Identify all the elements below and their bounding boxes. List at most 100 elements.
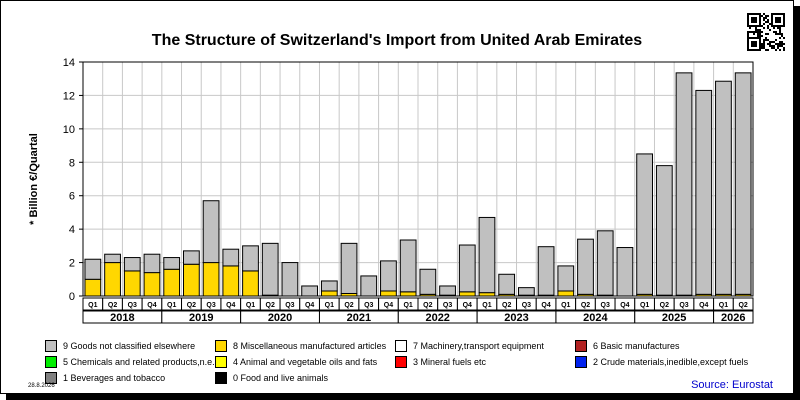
x-tick-label: Q4 xyxy=(147,302,156,309)
bar-segment xyxy=(419,268,437,295)
legend-label: 3 Mineral fuels etc xyxy=(413,357,487,367)
year-label: 2026 xyxy=(721,312,745,324)
y-tick-label: 4 xyxy=(69,224,75,236)
year-label: 2022 xyxy=(425,312,449,324)
x-tick-label: Q2 xyxy=(660,302,669,309)
bar-segment xyxy=(478,216,496,294)
bar-segment xyxy=(163,268,181,297)
bar-segment xyxy=(537,246,555,296)
bar-segment xyxy=(675,72,693,296)
bar-segment xyxy=(104,262,121,297)
bar-segment xyxy=(636,153,653,295)
chart-frame: The Structure of Switzerland's Import fr… xyxy=(0,0,794,394)
qr-code-icon xyxy=(747,13,785,51)
bar-segment xyxy=(163,257,181,270)
legend-label: 6 Basic manufactures xyxy=(593,341,680,351)
x-tick-label: Q4 xyxy=(699,302,708,309)
x-tick-label: Q3 xyxy=(679,302,688,309)
y-tick-label: 12 xyxy=(63,90,75,102)
year-cell xyxy=(713,310,754,324)
bar-segment xyxy=(380,290,397,297)
bar-segment xyxy=(715,80,732,295)
x-tick-label: Q2 xyxy=(502,302,511,309)
bar-segment xyxy=(399,239,417,293)
x-tick-label: Q3 xyxy=(206,302,215,309)
x-tick-label: Q2 xyxy=(187,302,196,309)
legend: 9 Goods not classified elsewhere 8 Miscel… xyxy=(45,339,765,385)
legend-label: 5 Chemicals and related products,n.e.s. xyxy=(63,357,222,367)
bar-segment xyxy=(320,280,338,292)
bar-segment xyxy=(458,291,476,297)
legend-swatch xyxy=(215,356,227,368)
bar-segment xyxy=(202,262,220,297)
legend-label: 9 Goods not classified elsewhere xyxy=(63,341,196,351)
x-tick-label: Q1 xyxy=(640,302,649,309)
x-tick-label: Q3 xyxy=(443,302,452,309)
bar-segment xyxy=(557,290,575,297)
bar-segment xyxy=(242,270,259,297)
legend-swatch xyxy=(45,372,57,384)
bar-segment xyxy=(320,290,338,297)
bar-segment xyxy=(596,230,614,296)
legend-label: 1 Beverages and tobacco xyxy=(63,373,166,383)
date-stamp: 28.8.2026 xyxy=(28,383,55,389)
legend-item: 6 Basic manufactures xyxy=(575,339,680,353)
bar-segment xyxy=(458,244,476,293)
bar-segment xyxy=(695,89,713,295)
x-tick-label: Q3 xyxy=(364,302,373,309)
bar-segment xyxy=(202,200,220,264)
legend-label: 2 Crude materials,inedible,except fuels xyxy=(593,357,749,367)
bar-segment xyxy=(143,272,161,297)
y-tick-label: 14 xyxy=(63,57,75,69)
legend-swatch xyxy=(45,356,57,368)
legend-swatch xyxy=(575,356,587,368)
legend-swatch xyxy=(395,340,407,352)
bar-segment xyxy=(734,72,752,295)
x-tick-label: Q2 xyxy=(344,302,353,309)
plot-border xyxy=(82,61,754,297)
bar-segment xyxy=(183,263,200,297)
year-label: 2025 xyxy=(662,312,686,324)
bar-segment xyxy=(123,257,141,272)
x-tick-label: Q1 xyxy=(325,302,334,309)
y-tick-label: 0 xyxy=(69,291,75,303)
bar-segment xyxy=(498,273,516,295)
chart-title: The Structure of Switzerland's Import fr… xyxy=(151,32,643,49)
x-tick-label: Q2 xyxy=(266,302,275,309)
bar-segment xyxy=(655,165,673,296)
legend-swatch xyxy=(215,372,227,384)
bar-segment xyxy=(518,287,535,296)
x-tick-label: Q2 xyxy=(581,302,590,309)
x-tick-label: Q4 xyxy=(463,302,472,309)
legend-item: 4 Animal and vegetable oils and fats xyxy=(215,355,377,369)
bar-segment xyxy=(281,262,299,297)
bar-segment xyxy=(261,242,279,296)
x-tick-label: Q1 xyxy=(167,302,176,309)
bar-segment xyxy=(123,270,141,297)
year-label: 2019 xyxy=(189,312,213,324)
year-label: 2020 xyxy=(268,312,292,324)
x-tick-label: Q4 xyxy=(384,302,393,309)
y-tick-label: 8 xyxy=(69,157,75,169)
bar-segment xyxy=(301,285,318,297)
x-tick-label: Q3 xyxy=(285,302,294,309)
y-tick-label: 10 xyxy=(63,124,75,136)
bar-segment xyxy=(222,265,240,297)
x-tick-label: Q3 xyxy=(128,302,137,309)
legend-item: 7 Machinery,transport equipment xyxy=(395,339,544,353)
legend-label: 0 Food and live animals xyxy=(233,373,329,383)
y-tick-label: 2 xyxy=(69,258,75,270)
legend-swatch xyxy=(45,340,57,352)
legend-item: 5 Chemicals and related products,n.e.s. xyxy=(45,355,222,369)
legend-item: 1 Beverages and tobacco xyxy=(45,371,165,385)
source-label: Source: Eurostat xyxy=(691,379,773,391)
x-tick-label: Q1 xyxy=(719,302,728,309)
x-tick-label: Q2 xyxy=(738,302,747,309)
x-tick-label: Q1 xyxy=(561,302,570,309)
x-tick-label: Q1 xyxy=(403,302,412,309)
bar-segment xyxy=(183,250,200,265)
legend-swatch xyxy=(395,356,407,368)
x-tick-label: Q2 xyxy=(423,302,432,309)
legend-label: 7 Machinery,transport equipment xyxy=(413,341,544,351)
bar-segment xyxy=(577,238,594,295)
